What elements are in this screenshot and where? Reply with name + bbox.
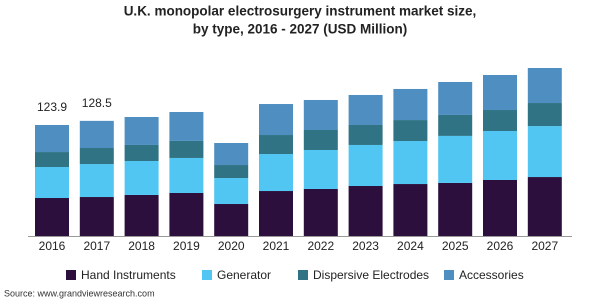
bar-segment [438,81,473,115]
x-tick-label: 2024 [397,239,424,253]
bar-segment [393,141,428,185]
legend-label: Hand Instruments [81,268,176,282]
bar-segment [35,152,69,168]
bar-segment [303,99,338,131]
x-tick-label: 2025 [442,239,469,253]
legend-swatch [202,270,212,280]
bar-segment [393,88,428,121]
bar-segment [303,188,338,236]
bar-segment [35,198,69,236]
bar-segment [483,74,517,111]
legend-label: Generator [217,268,271,282]
bar-segment [527,126,562,178]
legend-swatch [66,270,76,280]
total-label: 123.9 [37,100,67,114]
bar-segment [169,157,204,193]
bar-segment [393,120,428,142]
bar-segment [259,191,293,236]
bar-segment [483,130,517,180]
bar-segment [259,104,293,136]
x-tick-label: 2022 [307,239,334,253]
x-tick-label: 2016 [39,239,66,253]
bar-segment [259,154,293,192]
bar-segment [79,197,114,236]
bar-segment [438,182,473,236]
x-tick-label: 2026 [487,239,514,253]
bar-segment [124,161,159,195]
bar-segment [527,68,562,104]
x-tick-label: 2017 [83,239,110,253]
legend-swatch [298,270,308,280]
bar-segment [169,111,204,141]
bar-segment [393,184,428,236]
bar-segment [348,94,383,125]
x-tick-label: 2018 [128,239,155,253]
bar-segment [348,124,383,145]
x-tick-label: 2027 [531,239,558,253]
bar-segment [79,120,114,149]
bar-segment [214,165,249,179]
x-tick-label: 2023 [352,239,379,253]
bar-segment [214,204,249,236]
x-tick-label: 2019 [173,239,200,253]
chart-title: U.K. monopolar electrosurgery instrument… [124,4,477,19]
bar-segment [169,140,204,158]
bar-segment [348,144,383,187]
x-tick-label: 2021 [263,239,290,253]
chart-title: by type, 2016 - 2027 (USD Million) [193,22,408,37]
source: Source: www.grandviewresearch.com [4,288,155,298]
bar-segment [124,117,159,145]
legend-swatch [444,270,454,280]
bar-segment [214,142,249,166]
bar-segment [303,149,338,189]
bar-segment [483,110,517,131]
bar-segment [527,177,562,236]
bar-segment [35,167,69,199]
legend-label: Accessories [459,268,524,282]
bar-segment [79,164,114,198]
total-label: 128.5 [82,96,112,110]
x-tick-label: 2020 [218,239,245,253]
bar-segment [214,178,249,205]
legend-label: Dispersive Electrodes [313,268,429,282]
bar-segment [79,148,114,165]
bar-segment [303,130,338,150]
bar-segment [348,186,383,236]
bar-segment [483,180,517,236]
bar-segment [124,144,159,162]
bar-segment [124,194,159,236]
bar-segment [527,103,562,127]
bar-segment [35,124,69,153]
bar-segment [259,135,293,155]
bar-segment [438,135,473,183]
bar-segment [438,114,473,136]
bar-segment [169,192,204,236]
